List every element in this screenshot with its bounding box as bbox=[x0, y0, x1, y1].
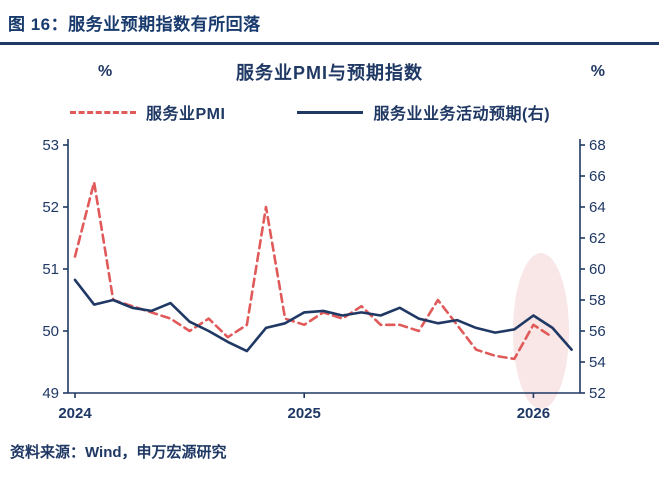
right-tick-label: 60 bbox=[589, 261, 606, 278]
legend-label-pmi: 服务业PMI bbox=[146, 106, 226, 123]
line-chart: 53 52 51 50 49 68 66 64 62 60 58 56 54 52 2024 2025 2026 bbox=[42, 137, 606, 422]
figure-header: 图 16：服务业预期指数有所回落 bbox=[0, 0, 659, 45]
left-tick-label: 49 bbox=[42, 385, 59, 402]
x-tick-label: 2024 bbox=[58, 405, 92, 422]
left-tick-label: 52 bbox=[42, 199, 59, 216]
legend-item-expectation: 服务业业务活动预期(右) bbox=[297, 100, 550, 124]
source-note: 资料来源：Wind，申万宏源研究 bbox=[10, 444, 227, 461]
series-line-expectation bbox=[73, 278, 573, 353]
chart-head: % 服务业PMI与预期指数 % bbox=[0, 59, 659, 89]
right-tick-label: 68 bbox=[589, 137, 606, 154]
figure-title: 图 16：服务业预期指数有所回落 bbox=[8, 15, 261, 34]
right-tick-label: 64 bbox=[589, 199, 606, 216]
left-tick-label: 53 bbox=[42, 137, 59, 154]
right-axis-unit: % bbox=[590, 63, 605, 80]
chart-title: 服务业PMI与预期指数 bbox=[235, 63, 423, 83]
right-tick-label: 66 bbox=[589, 168, 606, 185]
title-divider bbox=[0, 42, 659, 45]
right-tick-label: 52 bbox=[589, 385, 606, 402]
legend-item-pmi: 服务业PMI bbox=[70, 100, 225, 124]
series-line-pmi bbox=[73, 180, 554, 361]
right-tick-label: 56 bbox=[589, 323, 606, 340]
x-tick-label: 2026 bbox=[517, 405, 550, 422]
left-axis-unit: % bbox=[98, 63, 113, 80]
x-tick-label: 2025 bbox=[288, 405, 321, 422]
expectation-solid-line-swatch bbox=[297, 110, 364, 114]
right-tick-label: 62 bbox=[589, 230, 606, 247]
right-tick-label: 58 bbox=[589, 292, 606, 309]
left-tick-label: 50 bbox=[42, 323, 59, 340]
legend-label-expectation: 服务业业务活动预期(右) bbox=[373, 106, 551, 123]
chart-legend: 服务业PMI 服务业业务活动预期(右) bbox=[0, 99, 659, 125]
left-tick-label: 51 bbox=[42, 261, 59, 278]
right-tick-label: 54 bbox=[589, 354, 606, 371]
pmi-dashed-line-swatch bbox=[70, 110, 136, 114]
